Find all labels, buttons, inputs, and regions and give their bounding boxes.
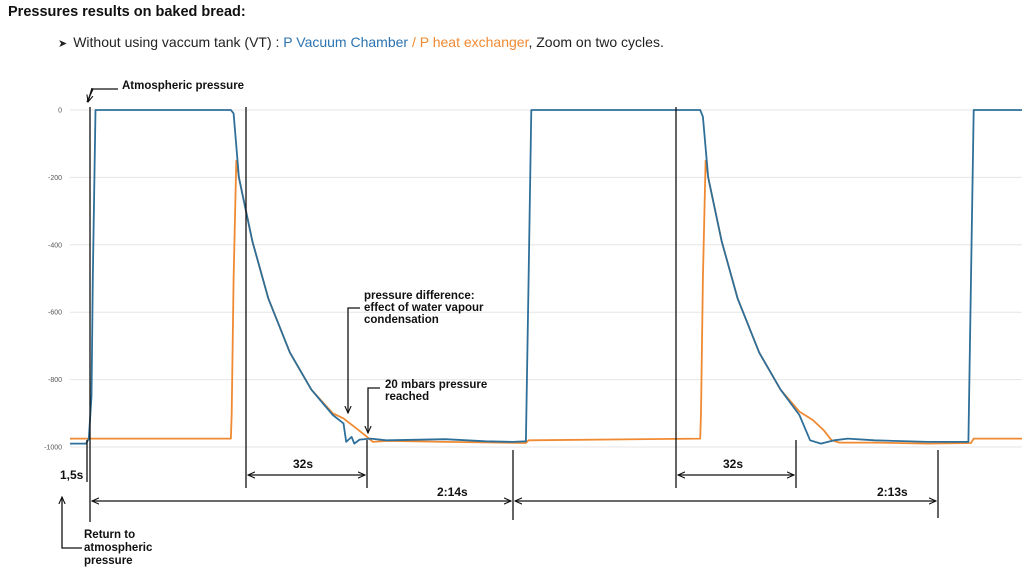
label-reached: reached <box>385 391 429 403</box>
grid-lines <box>70 109 1022 448</box>
annotation-lines <box>62 87 939 549</box>
label-32s-b: 32s <box>723 457 743 471</box>
series-vacuum-chamber <box>70 109 1022 445</box>
page-title: Pressures results on baked bread: <box>8 4 246 20</box>
legend-vacuum-chamber: P Vacuum Chamber <box>283 34 409 50</box>
bullet-arrow-icon: ➤ <box>58 38 68 50</box>
annotation-labels: Atmospheric pressure pressure difference… <box>60 80 908 567</box>
label-pressure-difference: pressure difference: <box>364 290 475 302</box>
label-pressure: pressure <box>84 555 133 567</box>
legend-heat-exchanger: P heat exchanger <box>419 34 529 50</box>
series-lines <box>70 109 1022 445</box>
return-callout <box>62 497 82 549</box>
reached-callout <box>368 387 380 433</box>
y-axis-ticks: 0 -200 -400 -600 -800 -1000 <box>44 108 62 452</box>
series-heat-exchanger <box>70 159 1022 445</box>
y-tick-label: -800 <box>48 377 62 384</box>
subtitle-prefix: Without using vaccum tank (VT) : <box>73 34 284 50</box>
legend-separator: / <box>408 34 420 50</box>
y-tick-label: -400 <box>48 242 62 249</box>
label-2-14s: 2:14s <box>437 485 468 499</box>
label-2-13s: 2:13s <box>877 485 908 499</box>
label-20-mbars: 20 mbars pressure <box>385 379 487 391</box>
label-atmospheric-pressure: Atmospheric pressure <box>122 80 244 92</box>
atmospheric-arrow <box>88 87 92 102</box>
chart-subtitle: ➤ Without using vaccum tank (VT) : P Vacu… <box>58 34 664 50</box>
label-water-vapour: effect of water vapour <box>364 302 484 314</box>
y-tick-label: -600 <box>48 310 62 317</box>
y-tick-label: 0 <box>58 108 62 115</box>
label-return-to: Return to <box>84 529 135 541</box>
label-condensation: condensation <box>364 314 439 326</box>
y-tick-label: -200 <box>48 175 62 182</box>
pressure-diff-callout <box>348 307 360 413</box>
label-atmospheric: atmospheric <box>84 542 153 554</box>
y-tick-label: -1000 <box>44 445 62 452</box>
label-32s-a: 32s <box>293 457 313 471</box>
label-1-5s: 1,5s <box>60 468 84 482</box>
subtitle-suffix: , Zoom on two cycles. <box>528 34 664 50</box>
